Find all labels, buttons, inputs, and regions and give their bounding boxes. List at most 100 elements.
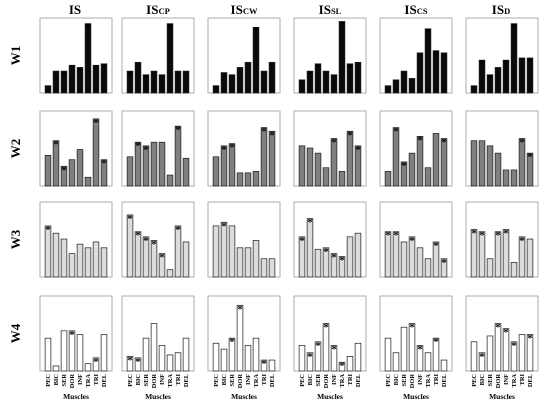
significance-star: * <box>261 358 267 370</box>
category-tick-label: PEC <box>299 374 306 387</box>
bar <box>142 337 150 372</box>
category-tick-label: DEL <box>101 374 108 387</box>
category-tick-label: TRI <box>347 373 354 385</box>
significance-star: * <box>417 134 423 146</box>
category-tick-label: TRA <box>339 374 346 388</box>
bar <box>268 359 276 372</box>
significance-star: * <box>487 73 493 85</box>
bar <box>518 138 526 187</box>
bar <box>416 52 424 94</box>
bar <box>478 140 486 187</box>
column-title-sub: D <box>504 6 510 16</box>
x-axis-title: Muscles <box>403 392 429 401</box>
bar <box>518 57 526 94</box>
bar <box>134 61 142 94</box>
bar <box>268 130 276 187</box>
bar <box>142 236 150 278</box>
significance-star: * <box>433 240 439 252</box>
bar <box>60 330 68 372</box>
significance-star: * <box>77 65 83 77</box>
panel-frame <box>465 110 539 187</box>
significance-star: * <box>93 63 99 75</box>
bar <box>220 348 228 372</box>
bar <box>322 323 330 372</box>
bar <box>322 247 330 278</box>
bar <box>92 241 100 278</box>
panel-frame <box>293 17 367 94</box>
significance-star: * <box>479 58 485 70</box>
significance-star: * <box>441 257 447 269</box>
column-title-main: IS <box>146 2 158 17</box>
significance-star: * <box>127 213 133 225</box>
bar <box>314 341 322 372</box>
bar <box>158 253 166 278</box>
significance-star: * <box>307 351 313 363</box>
bar <box>100 159 108 187</box>
significance-star: * <box>503 228 509 240</box>
category-tick-label: BIC <box>135 374 142 386</box>
bar <box>244 61 252 94</box>
bar <box>134 141 142 187</box>
bar <box>314 152 322 187</box>
bar <box>470 85 478 94</box>
significance-star: * <box>93 356 99 368</box>
bar <box>346 63 354 94</box>
panel-frame <box>293 201 367 278</box>
bar <box>158 74 166 94</box>
row-label: W2 <box>8 139 23 159</box>
significance-star: * <box>261 126 267 138</box>
significance-star: * <box>307 217 313 229</box>
category-tick-label: DEL <box>355 374 362 387</box>
significance-star: * <box>61 69 67 81</box>
bar <box>166 354 174 372</box>
column-title: IS <box>69 2 81 17</box>
bar <box>518 236 526 278</box>
significance-star: * <box>503 327 509 339</box>
significance-star: * <box>331 137 337 149</box>
significance-star: * <box>127 69 133 81</box>
significance-star: * <box>347 129 353 141</box>
bar <box>424 28 432 94</box>
bar <box>400 161 408 187</box>
x-axis-title: Muscles <box>231 392 257 401</box>
bar <box>416 345 424 372</box>
significance-star: * <box>471 228 477 240</box>
bar <box>244 247 252 278</box>
significance-star: * <box>339 255 345 267</box>
panel-frame <box>39 17 113 94</box>
significance-star: * <box>221 144 227 156</box>
bar <box>424 258 432 278</box>
bar <box>158 141 166 187</box>
significance-star: * <box>417 343 423 355</box>
significance-star: * <box>61 164 67 176</box>
panel-frame <box>207 110 281 187</box>
column-title-sub: CW <box>243 6 258 16</box>
category-tick-label: DOR <box>323 374 330 389</box>
bar <box>486 258 494 278</box>
bar <box>100 247 108 278</box>
bar <box>126 70 134 94</box>
bar <box>44 154 52 187</box>
bar <box>100 334 108 372</box>
bar <box>92 357 100 372</box>
category-tick-label: TRI <box>433 373 440 385</box>
bar <box>174 125 182 187</box>
bar <box>228 337 236 372</box>
x-axis-title: Muscles <box>317 392 343 401</box>
bar <box>494 67 502 94</box>
significance-star: * <box>433 49 439 61</box>
bar <box>354 61 362 94</box>
panel-frame <box>207 201 281 278</box>
bar <box>252 240 260 278</box>
category-tick-label: PEC <box>45 374 52 387</box>
significance-star: * <box>213 84 219 96</box>
panel-frame <box>379 295 453 372</box>
category-tick-label: BIC <box>479 374 486 386</box>
bar <box>228 74 236 94</box>
bar <box>330 253 338 278</box>
bar <box>432 337 440 372</box>
significance-star: * <box>315 62 321 74</box>
bar <box>440 258 448 278</box>
bar <box>424 352 432 372</box>
